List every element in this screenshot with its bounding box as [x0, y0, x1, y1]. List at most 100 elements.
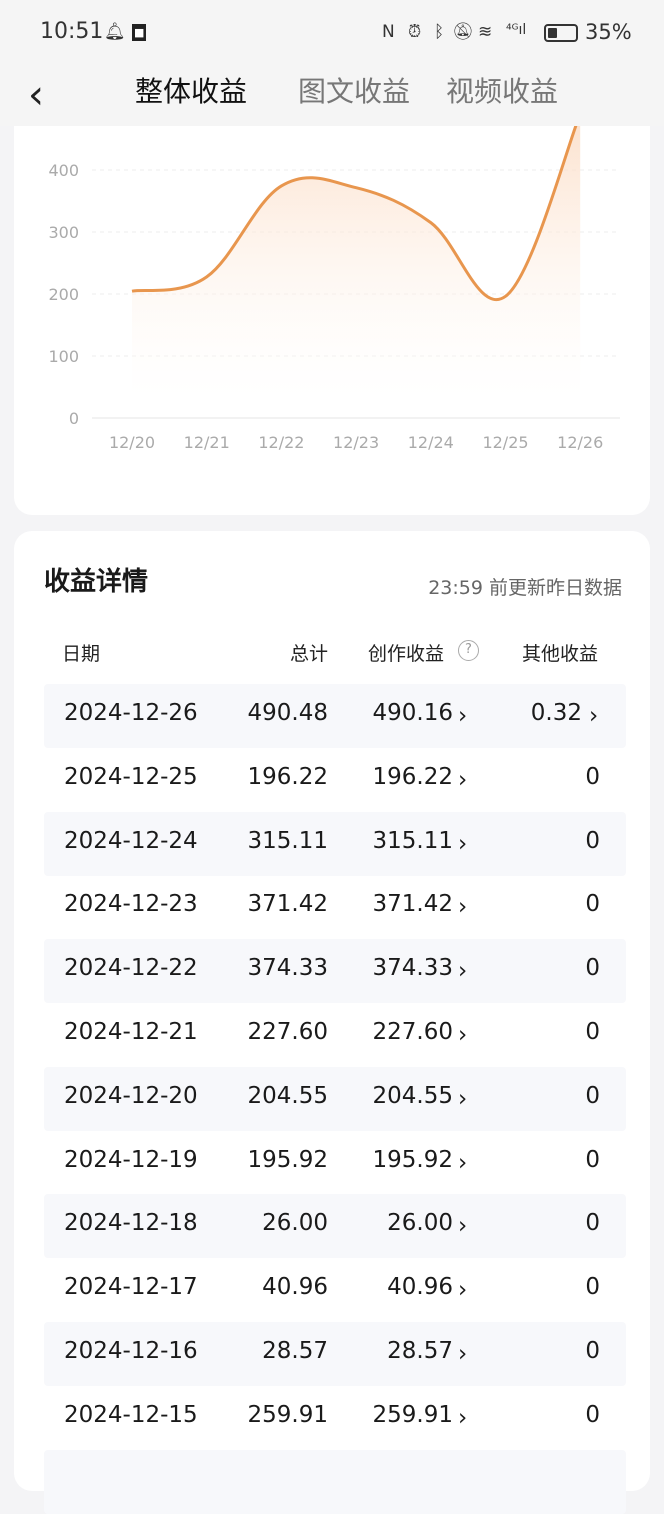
- row-date: 2024-12-15: [64, 1401, 198, 1428]
- y-tick-label: 200: [48, 285, 79, 304]
- qq-icon: 🔔︎: [104, 22, 126, 42]
- alarm-icon: ⏰︎: [408, 22, 422, 42]
- table-row[interactable]: 2024-12-22 374.33 374.33 › 0: [44, 939, 626, 1004]
- row-other: 0: [585, 1019, 600, 1045]
- chevron-right-icon[interactable]: ›: [458, 1085, 468, 1112]
- tab-video-earnings[interactable]: 视频收益: [446, 75, 559, 108]
- table-row[interactable]: 2024-12-19 195.92 195.92 › 0: [44, 1131, 626, 1195]
- row-other: 0: [585, 1146, 600, 1173]
- tab-article-earnings[interactable]: 图文收益: [298, 75, 411, 108]
- header-other: 其他收益: [522, 643, 599, 665]
- row-other: 0: [585, 891, 600, 918]
- wifi-icon: ≋: [478, 22, 493, 42]
- chevron-right-icon[interactable]: ›: [458, 1404, 468, 1431]
- table-row[interactable]: 2024-12-16 28.57 28.57 › 0: [44, 1322, 626, 1386]
- row-creation[interactable]: 204.55: [372, 1082, 453, 1109]
- chevron-right-icon[interactable]: ›: [458, 1022, 468, 1048]
- header-creation: 创作收益: [368, 643, 445, 665]
- table-row[interactable]: 2024-12-17 40.96 40.96 › 0: [44, 1258, 626, 1322]
- row-date: 2024-12-23: [64, 891, 198, 918]
- chevron-right-icon[interactable]: ›: [589, 703, 599, 729]
- chevron-right-icon[interactable]: ›: [458, 1277, 468, 1304]
- battery-percent: 35%: [585, 20, 632, 44]
- row-date: 2024-12-19: [64, 1146, 198, 1173]
- x-tick-label: 12/26: [557, 433, 603, 452]
- row-creation[interactable]: 195.92: [372, 1146, 453, 1173]
- row-date: 2024-12-25: [64, 763, 198, 790]
- row-other: 0: [585, 1210, 600, 1237]
- table-row[interactable]: 2024-12-23 371.42 371.42 › 0: [44, 875, 626, 939]
- row-total: 490.48: [247, 700, 328, 726]
- row-other: 0: [585, 1338, 600, 1364]
- table-row[interactable]: 2024-12-15 259.91 259.91 › 0: [44, 1386, 626, 1450]
- battery-icon: [544, 24, 578, 42]
- row-creation[interactable]: 374.33: [372, 955, 453, 982]
- table-row[interactable]: 2024-12-24 315.11 315.11 › 0: [44, 811, 626, 876]
- earnings-chart: 0 100 200 300 400 12/20 12/21 12/22 12/23 12/24 12…: [48, 125, 620, 452]
- chevron-right-icon[interactable]: ›: [458, 958, 468, 985]
- bluetooth-icon: ᛒ: [434, 22, 445, 42]
- status-bar: 10:51 🔔︎ ■ N ⏰︎ ᛒ 🔕︎ ≋ ⁴ᴳıl 35%: [0, 0, 664, 62]
- back-chevron-icon[interactable]: ‹: [28, 72, 44, 118]
- header-total: 总计: [290, 643, 329, 665]
- row-creation[interactable]: 28.57: [387, 1338, 453, 1364]
- update-note: 23:59 前更新昨日数据: [428, 577, 622, 599]
- row-creation[interactable]: 315.11: [372, 827, 453, 854]
- row-date: 2024-12-18: [64, 1210, 198, 1237]
- tab-overall-earnings[interactable]: 整体收益: [135, 75, 248, 108]
- row-creation[interactable]: 259.91: [372, 1401, 453, 1428]
- row-other: 0: [585, 827, 600, 854]
- row-creation[interactable]: 40.96: [387, 1274, 453, 1301]
- row-total: 195.92: [247, 1146, 328, 1173]
- row-total: 196.22: [247, 763, 328, 790]
- row-total: 26.00: [262, 1210, 328, 1237]
- series-line: [131, 125, 578, 301]
- row-date: 2024-12-24: [64, 827, 198, 854]
- y-tick-label: 400: [48, 161, 79, 180]
- row-date: 2024-12-20: [64, 1082, 198, 1109]
- mute-icon: 🔕︎: [452, 22, 474, 42]
- top-nav: ‹ 整体收益 图文收益 视频收益: [0, 62, 664, 126]
- row-date: 2024-12-17: [64, 1274, 198, 1301]
- nfc-icon: N: [382, 22, 395, 42]
- chevron-right-icon[interactable]: ›: [458, 830, 468, 857]
- row-date: 2024-12-26: [64, 700, 198, 726]
- table-row[interactable]: 2024-12-18 26.00 26.00 › 0: [44, 1194, 626, 1259]
- chevron-right-icon[interactable]: ›: [458, 1341, 468, 1367]
- chevron-right-icon[interactable]: ›: [458, 894, 468, 921]
- chevron-right-icon[interactable]: ›: [458, 1149, 468, 1176]
- y-tick-label: 100: [48, 347, 79, 366]
- row-creation[interactable]: 490.16: [372, 700, 453, 726]
- x-tick-label: 12/23: [333, 433, 379, 452]
- series-area: [132, 125, 581, 398]
- table-row[interactable]: 2024-12-20 204.55 204.55 › 0: [44, 1066, 626, 1131]
- chevron-right-icon[interactable]: ›: [458, 703, 468, 729]
- x-tick-label: 12/24: [408, 433, 454, 452]
- y-tick-label: 0: [69, 409, 79, 428]
- y-tick-label: 300: [48, 223, 79, 242]
- row-total: 204.55: [247, 1082, 328, 1109]
- row-creation[interactable]: 26.00: [387, 1210, 453, 1237]
- row-date: 2024-12-21: [64, 1019, 198, 1045]
- details-title: 收益详情: [44, 567, 149, 597]
- row-creation[interactable]: 196.22: [372, 763, 453, 790]
- table-row[interactable]: 2024-12-25 196.22 196.22 › 0: [44, 748, 626, 812]
- row-other: 0: [585, 763, 600, 790]
- row-total: 371.42: [247, 891, 328, 918]
- row-creation[interactable]: 371.42: [372, 891, 453, 918]
- header-date: 日期: [62, 643, 101, 665]
- x-tick-label: 12/25: [482, 433, 528, 452]
- table-row[interactable]: 2024-12-26 490.48 490.16 › 0.32 ›: [44, 684, 626, 748]
- help-icon[interactable]: ?: [458, 640, 479, 661]
- table-row[interactable]: [44, 1449, 626, 1514]
- chevron-right-icon[interactable]: ›: [458, 766, 468, 793]
- status-time: 10:51: [40, 19, 104, 44]
- chevron-right-icon[interactable]: ›: [458, 1213, 468, 1240]
- row-total: 28.57: [262, 1338, 328, 1364]
- table-row[interactable]: 2024-12-21 227.60 227.60 › 0: [44, 1003, 626, 1067]
- row-date: 2024-12-22: [64, 955, 198, 982]
- row-creation[interactable]: 227.60: [372, 1019, 453, 1045]
- row-other: 0: [585, 1082, 600, 1109]
- x-tick-label: 12/21: [184, 433, 230, 452]
- row-other[interactable]: 0.32: [530, 700, 582, 726]
